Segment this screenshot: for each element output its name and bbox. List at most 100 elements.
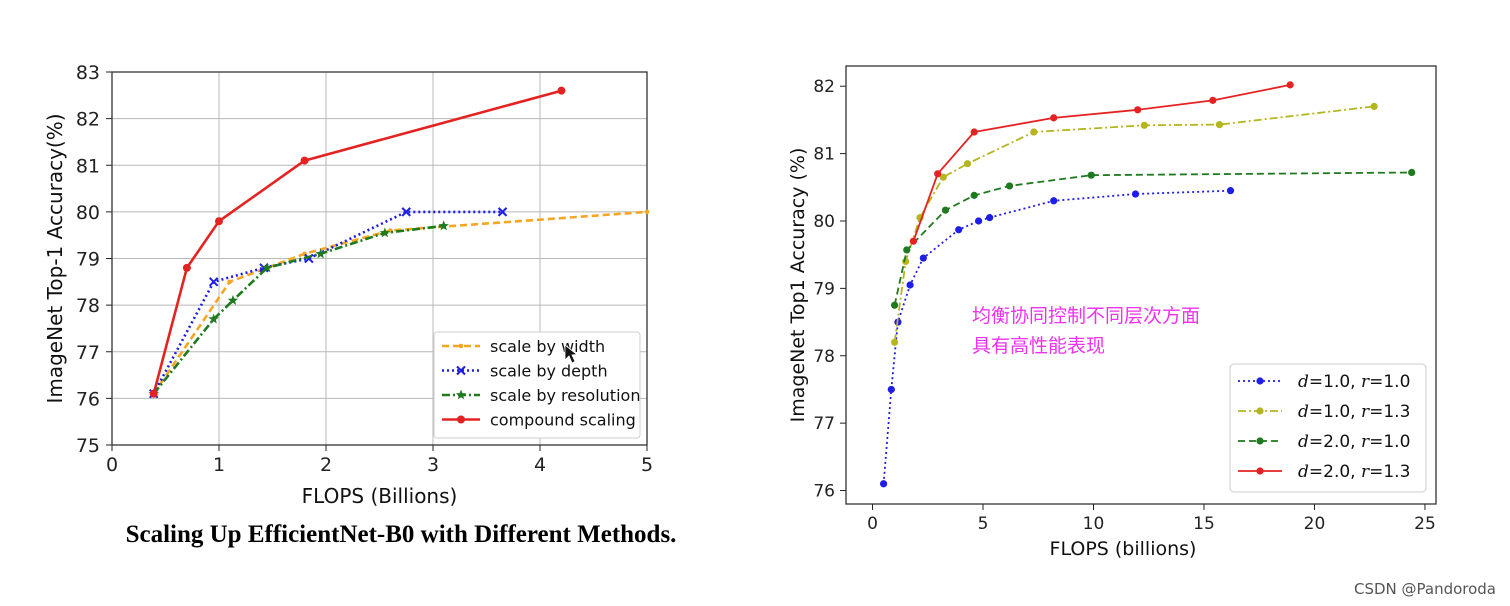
data-point — [919, 254, 927, 262]
chart-left-caption: Scaling Up EfficientNet-B0 with Differen… — [126, 521, 677, 548]
data-point — [939, 173, 947, 181]
x-tick-label: 4 — [534, 454, 546, 476]
y-tick-label: 76 — [813, 482, 835, 502]
data-point — [644, 209, 650, 215]
data-point — [401, 207, 411, 217]
y-tick-label: 82 — [813, 77, 835, 97]
y-tick-label: 81 — [813, 145, 835, 165]
y-axis-label: ImageNet Top-1 Accuracy(%) — [43, 113, 67, 403]
y-tick-label: 77 — [813, 414, 835, 434]
y-tick-label: 75 — [76, 435, 100, 457]
data-point — [941, 206, 950, 214]
legend-box — [1229, 363, 1427, 493]
legend-label-d: d — [1298, 462, 1309, 482]
legend-label: d=1.0, r=1.0 — [1298, 372, 1410, 392]
y-tick-label: 80 — [813, 212, 835, 232]
y-axis-label: ImageNet Top1 Accuracy (%) — [787, 148, 809, 423]
x-tick-label: 25 — [1414, 514, 1436, 534]
legend-label: compound scaling — [490, 411, 636, 430]
x-tick-label: 5 — [978, 514, 989, 534]
x-tick-label: 5 — [641, 454, 653, 476]
data-point — [955, 226, 963, 234]
legend-label-r-value: =1.3 — [1369, 462, 1410, 482]
data-point — [1050, 114, 1058, 122]
data-point — [879, 480, 888, 488]
data-point — [261, 262, 273, 273]
data-point — [1050, 197, 1058, 205]
data-point — [986, 214, 994, 222]
y-tick-label: 78 — [813, 347, 835, 367]
legend-label-r-value: =1.0 — [1369, 372, 1410, 392]
data-point — [1005, 182, 1014, 190]
legend-label-d: d — [1298, 432, 1309, 452]
data-point — [963, 160, 972, 168]
x-tick-label: 0 — [106, 454, 118, 476]
data-point — [1134, 106, 1142, 114]
data-point — [315, 248, 326, 259]
legend-label-d-value: =1.0, — [1309, 372, 1361, 392]
legend-marker — [457, 415, 465, 424]
x-tick-label: 10 — [1083, 514, 1105, 534]
legend-label: scale by resolution — [490, 386, 640, 405]
legend-label: d=2.0, r=1.0 — [1298, 432, 1410, 452]
data-point — [227, 279, 232, 285]
data-point — [1215, 121, 1224, 129]
data-point — [1226, 187, 1235, 195]
y-tick-label: 82 — [76, 109, 100, 131]
legend-label-r: r — [1361, 462, 1370, 482]
plot-frame — [845, 65, 1437, 505]
legend-marker — [1256, 467, 1264, 475]
y-tick-label: 79 — [813, 279, 835, 299]
data-point — [149, 389, 158, 398]
data-point — [1209, 96, 1217, 104]
data-point — [1140, 121, 1148, 129]
x-tick-label: 3 — [427, 454, 439, 476]
x-tick-label: 20 — [1304, 514, 1326, 534]
legend-label: scale by depth — [490, 362, 608, 381]
data-point — [1286, 81, 1294, 89]
y-tick-label: 76 — [76, 388, 100, 410]
data-point — [1131, 190, 1140, 198]
data-point — [208, 277, 219, 287]
legend-label-d-value: =2.0, — [1309, 432, 1361, 452]
y-tick-label: 80 — [76, 202, 100, 224]
legend-label: d=2.0, r=1.3 — [1298, 462, 1410, 482]
data-point — [438, 220, 449, 231]
data-point — [934, 170, 942, 178]
x-tick-label: 1 — [213, 454, 225, 476]
data-point — [1030, 128, 1038, 136]
x-tick-label: 0 — [867, 514, 878, 534]
legend-label: d=1.0, r=1.3 — [1298, 402, 1410, 422]
legend-label-d-value: =2.0, — [1309, 462, 1361, 482]
y-tick-label: 81 — [76, 155, 100, 177]
data-point — [906, 281, 914, 289]
data-point — [891, 301, 899, 309]
chart-right-compound-grid: 0 5 10 15 20 25 76 77 78 79 80 81 82 FLOPS (billions)… — [787, 65, 1437, 560]
y-tick-label: 77 — [76, 342, 100, 364]
data-point — [909, 237, 917, 245]
legend-marker — [455, 389, 467, 400]
x-tick-label: 15 — [1193, 514, 1215, 534]
legend-marker — [1256, 377, 1264, 385]
data-point — [974, 217, 983, 225]
annotation-text: 具有高性能表现 — [972, 335, 1105, 357]
data-point — [903, 246, 911, 254]
data-point — [227, 295, 239, 305]
watermark-text: CSDN @Pandoroda — [1353, 580, 1496, 598]
y-tick-label: 83 — [76, 62, 100, 84]
legend-marker — [456, 365, 466, 376]
data-point — [182, 263, 191, 272]
legend-box — [433, 331, 641, 439]
legend-label-r-value: =1.3 — [1369, 402, 1410, 422]
legend-label-r-value: =1.0 — [1369, 432, 1410, 452]
data-point — [891, 338, 899, 346]
annotation-text: 均衡协同控制不同层次方面 — [972, 305, 1200, 327]
data-point — [970, 128, 978, 136]
chart-left-scaling-methods: 0 1 2 3 4 5 75 76 77 78 79 80 81 82 83 FLOPS (Billions)… — [43, 62, 653, 508]
legend-label: scale by width — [490, 337, 605, 356]
legend-label-d: d — [1298, 372, 1309, 392]
legend-label-r: r — [1361, 372, 1370, 392]
data-point — [379, 227, 391, 238]
y-tick-label: 79 — [76, 249, 100, 271]
